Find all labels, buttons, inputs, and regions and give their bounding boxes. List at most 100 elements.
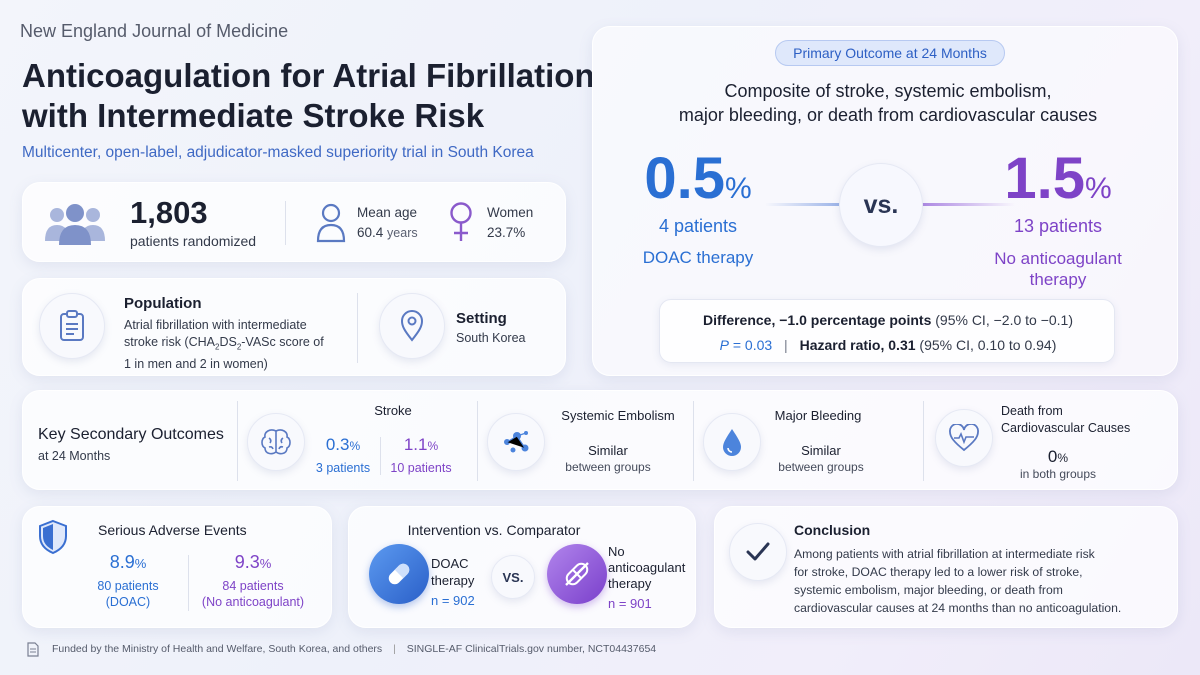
divider (923, 401, 924, 481)
divider (188, 555, 189, 611)
conclusion-text: Among patients with atrial fibrillation … (794, 545, 1169, 617)
setting-heading: Setting (456, 310, 507, 327)
difference-line: Difference, −1.0 percentage points (95% … (703, 312, 1073, 328)
stroke-doac-patients: 3 patients (315, 461, 371, 475)
conclusion-card: Conclusion Among patients with atrial fi… (714, 506, 1178, 628)
patients-count: 1,803 (130, 195, 208, 230)
footer-separator: | (393, 643, 396, 655)
adverse-doac: 8.9% 80 patients (DOAC) (78, 552, 178, 609)
conclusion-line-4: cardiovascular causes at 24 months than … (794, 601, 1122, 615)
divider (693, 401, 694, 481)
secondary-heading: Key Secondary Outcomes (38, 426, 224, 443)
secondary-outcomes-card: Key Secondary Outcomes at 24 Months Stro… (22, 390, 1178, 490)
vs-badge: vs. (839, 163, 923, 247)
footer: Funded by the Ministry of Health and Wel… (52, 643, 656, 655)
vs-label: vs. (863, 190, 899, 219)
divider (477, 401, 478, 481)
doac-line-2: therapy (431, 573, 475, 588)
clipboard-icon (39, 293, 105, 359)
death-title: Death from Cardiovascular Causes (1001, 403, 1130, 437)
no-anticoagulant-primary-label: No anticoagulant therapy (973, 248, 1143, 290)
patients-label: patients randomized (130, 233, 257, 249)
doac-line-1: DOAC (431, 556, 469, 571)
title-line-1: Anticoagulation for Atrial Fibrillation (22, 57, 595, 94)
women-label: Women (487, 205, 534, 220)
population-line-1: Atrial fibrillation with intermediate (124, 318, 307, 332)
divider (285, 201, 286, 245)
female-icon (447, 201, 475, 248)
brain-icon (247, 413, 305, 471)
adverse-doac-group: (DOAC) (105, 595, 151, 609)
comparator-none: No anticoagulant therapy n = 901 (608, 544, 685, 612)
population-line-2: stroke risk (CHA2DS2-VASc score of (124, 335, 324, 352)
no-pill-icon (547, 544, 607, 604)
description-line-2: major bleeding, or death from cardiovasc… (678, 105, 1098, 125)
women-value: 23.7% (487, 225, 526, 240)
conclusion-line-2: for stroke, DOAC therapy led to a lower … (794, 565, 1083, 579)
doac-primary-percent: 0.5% (644, 146, 752, 211)
doac-primary-result: 0.5% (623, 145, 773, 212)
primary-statistics-box: Difference, −1.0 percentage points (95% … (659, 299, 1115, 363)
funding-text: Funded by the Ministry of Health and Wel… (52, 643, 383, 655)
pill-icon (369, 544, 429, 604)
mean-age-label: Mean age (357, 205, 418, 220)
vs-badge-small: VS. (491, 555, 535, 599)
p-value-hazard-line: P = 0.03 | Hazard ratio, 0.31 (95% CI, 0… (719, 337, 1057, 353)
conclusion-line-1: Among patients with atrial fibrillation … (794, 547, 1095, 561)
none-line-2: anticoagulant (608, 560, 686, 575)
primary-outcome-card: Primary Outcome at 24 Months Composite o… (592, 26, 1178, 376)
p-value: P = 0.03 (719, 337, 773, 353)
conclusion-line-3: systemic embolism, major bleeding, or de… (794, 583, 1063, 597)
subtitle: Multicenter, open-label, adjudicator-mas… (22, 144, 534, 161)
location-pin-icon (379, 293, 445, 359)
mean-age-number: 60.4 (357, 225, 384, 240)
bleeding-value: Similar (801, 443, 841, 458)
adverse-none-patients: 84 patients (222, 579, 284, 593)
no-anticoagulant-primary-patients: 13 patients (1013, 216, 1103, 236)
embolism-value: Similar (588, 443, 628, 458)
stroke-no-anticoagulant: 1.1% 10 patients (381, 435, 461, 475)
doac-primary-patients: 4 patients (658, 216, 738, 236)
doac-primary-label: DOAC therapy (642, 248, 754, 267)
intervention-doac: DOAC therapy n = 902 (431, 555, 475, 609)
death-title-line-2: Cardiovascular Causes (1001, 421, 1131, 435)
population-heading: Population (124, 295, 202, 312)
doac-n: n = 902 (431, 593, 475, 608)
no-anticoagulant-label-line-2: therapy (1029, 270, 1087, 289)
adverse-heading: Serious Adverse Events (98, 522, 247, 538)
people-icon (43, 201, 107, 252)
enrollment-stats-card: 1,803 patients randomized Mean age 60.4 … (22, 182, 566, 262)
mean-age-unit: years (387, 226, 418, 240)
shield-icon (37, 519, 69, 560)
vs-small-label: VS. (502, 569, 524, 585)
none-line-3: therapy (608, 576, 652, 591)
document-icon (27, 642, 39, 662)
person-icon (315, 203, 347, 248)
stroke-none-percent: 1.1% (403, 435, 439, 454)
adverse-doac-patients: 80 patients (97, 579, 159, 593)
stroke-doac: 0.3% 3 patients (303, 435, 383, 475)
death-value: 0% (1047, 447, 1069, 466)
journal-name: New England Journal of Medicine (20, 21, 289, 41)
checkmark-icon (729, 523, 787, 581)
description-line-1: Composite of stroke, systemic embolism, (724, 81, 1052, 101)
mean-age-value: 60.4 years (357, 225, 418, 240)
no-anticoagulant-label-line-1: No anticoagulant (994, 249, 1122, 268)
no-anticoagulant-primary-percent: 1.5% (1004, 146, 1112, 211)
intervention-card: Intervention vs. Comparator DOAC therapy… (348, 506, 696, 628)
adverse-doac-percent: 8.9% (109, 552, 147, 572)
bleeding-sub: between groups (778, 460, 864, 474)
population-line-3: 1 in men and 2 in women) (124, 356, 268, 371)
embolism-sub: between groups (565, 460, 651, 474)
stroke-doac-percent: 0.3% (325, 435, 361, 454)
setting-value: South Korea (456, 331, 526, 345)
none-line-1: No (608, 544, 625, 559)
adverse-none-percent: 9.3% (234, 552, 272, 572)
bleeding-title: Major Bleeding (774, 408, 862, 423)
divider (237, 401, 238, 481)
molecule-icon (487, 413, 545, 471)
stroke-none-patients: 10 patients (390, 461, 452, 475)
primary-outcome-badge: Primary Outcome at 24 Months (775, 40, 1005, 66)
adverse-none-group: (No anticoagulant) (201, 595, 305, 609)
secondary-subheading: at 24 Months (38, 449, 111, 463)
